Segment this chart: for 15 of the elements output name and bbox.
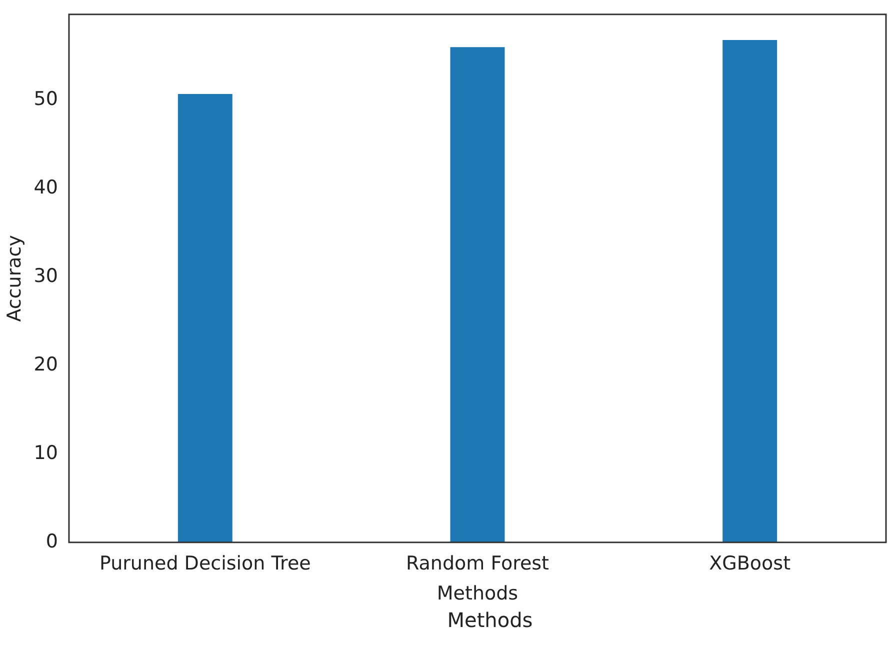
bar [450,47,505,542]
y-tick-label: 0 [46,530,58,552]
x-tick-label: XGBoost [709,552,791,575]
y-axis-title: Accuracy [3,235,26,322]
y-tick-label: 30 [34,265,58,288]
x-tick-label: Random Forest [406,552,549,575]
text: Methods [446,608,534,632]
y-tick-label: 50 [34,88,58,110]
x-axis-title: Methods [436,582,518,605]
x-tick-label: Puruned Decision Tree [99,552,311,575]
y-tick-label: 20 [34,353,58,376]
y-tick-label: 40 [34,176,58,199]
bar [178,94,232,542]
y-tick-label: 10 [34,442,58,464]
bar [722,40,778,542]
